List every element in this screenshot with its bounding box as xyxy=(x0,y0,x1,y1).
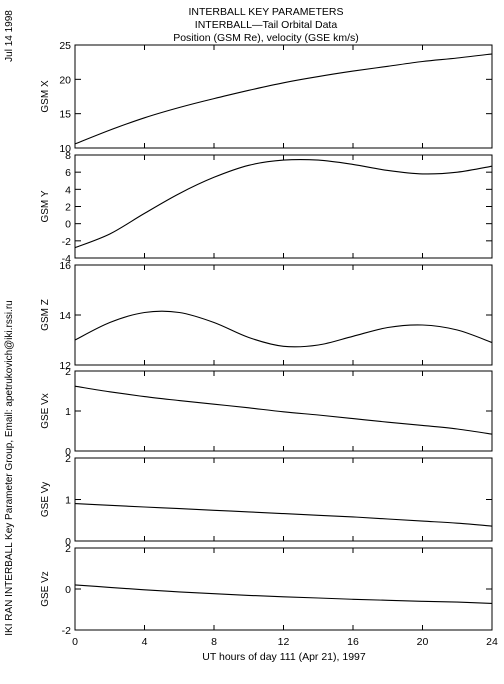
panel-frame xyxy=(74,264,493,366)
y-axis-label: GSE Vy xyxy=(40,482,51,517)
panel-gse-vz: -2 0 2 GSE Vz xyxy=(40,543,493,637)
series-line-gsm-z xyxy=(74,310,493,348)
y-tick-label: 2 xyxy=(65,543,71,555)
y-tick-label: 14 xyxy=(59,310,71,322)
panel-gsm-z: 12 14 16 GSM Z xyxy=(40,260,493,372)
series-line-gse-vx xyxy=(74,385,493,435)
y-tick-label: 20 xyxy=(59,74,71,86)
title-line-2: INTERBALL—Tail Orbital Data xyxy=(195,19,338,31)
panel-gsm-y: -4 -2 0 2 4 6 8 GSM Y xyxy=(40,150,493,265)
y-tick-label: 2 xyxy=(65,202,71,214)
series-line-gse-vz xyxy=(74,584,493,604)
panel-frame xyxy=(74,154,493,259)
x-tick-label: 24 xyxy=(486,636,498,648)
y-tick-label: 1 xyxy=(65,495,71,507)
y-tick-label: 16 xyxy=(59,260,71,272)
y-tick-label: -2 xyxy=(62,625,71,637)
x-tick-label: 12 xyxy=(278,636,290,648)
series-line-gsm-x xyxy=(74,53,493,145)
y-axis-label: GSM Z xyxy=(40,299,51,331)
x-tick-label: 0 xyxy=(72,636,78,648)
group-credit-label: IKI RAN INTERBALL Key Parameter Group, E… xyxy=(4,300,15,635)
y-tick-label: 12 xyxy=(59,360,71,372)
y-tick-label: -2 xyxy=(62,236,71,248)
y-tick-label: 0 xyxy=(65,536,71,548)
title-line-1: INTERBALL KEY PARAMETERS xyxy=(188,6,343,18)
series-line-gse-vy xyxy=(74,503,493,527)
y-tick-label: 15 xyxy=(59,109,71,121)
series-line-gsm-y xyxy=(74,158,493,249)
x-tick-label: 8 xyxy=(211,636,217,648)
panel-gse-vy: 0 1 2 GSE Vy xyxy=(40,453,493,548)
x-axis: 0 4 8 12 16 20 24 xyxy=(72,636,498,648)
date-label: Jul 14 1998 xyxy=(4,10,15,62)
y-tick-label: 10 xyxy=(59,143,71,155)
y-axis-label: GSM X xyxy=(40,80,51,113)
y-tick-label: 2 xyxy=(65,453,71,465)
y-tick-label: -4 xyxy=(62,253,71,265)
y-axis-label: GSE Vz xyxy=(40,571,51,607)
panel-gsm-x: 10 15 20 25 GSM X xyxy=(40,40,493,155)
panel-frame xyxy=(74,457,493,542)
y-tick-label: 0 xyxy=(65,219,71,231)
panel-gse-vx: 0 1 2 GSE Vx xyxy=(40,366,493,458)
y-tick-label: 25 xyxy=(59,40,71,52)
y-tick-label: 0 xyxy=(65,584,71,596)
x-tick-label: 16 xyxy=(347,636,359,648)
y-tick-label: 8 xyxy=(65,150,71,162)
panel-frame xyxy=(74,370,493,452)
title-line-3: Position (GSM Re), velocity (GSE km/s) xyxy=(173,32,359,44)
y-tick-label: 6 xyxy=(65,167,71,179)
x-axis-label: UT hours of day 111 (Apr 21), 1997 xyxy=(202,651,366,663)
y-axis-label: GSM Y xyxy=(40,190,51,222)
x-tick-label: 20 xyxy=(417,636,429,648)
y-tick-label: 4 xyxy=(65,184,71,196)
x-tick-label: 4 xyxy=(142,636,148,648)
y-tick-label: 1 xyxy=(65,406,71,418)
y-tick-label: 2 xyxy=(65,366,71,378)
y-tick-label: 0 xyxy=(65,446,71,458)
y-axis-label: GSE Vx xyxy=(40,393,51,429)
